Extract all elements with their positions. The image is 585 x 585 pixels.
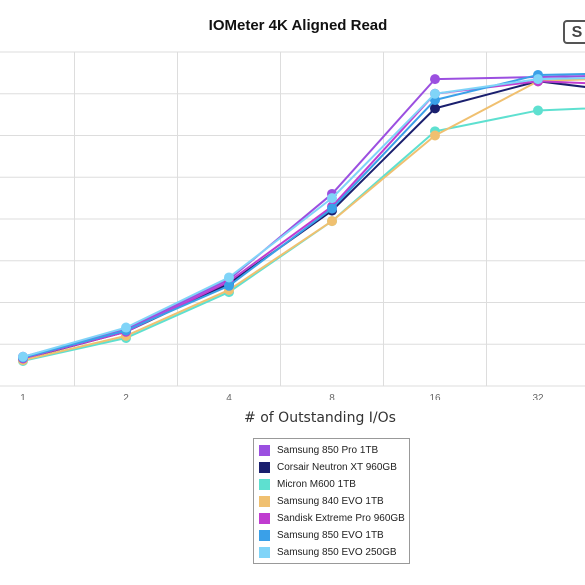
- legend-label: Sandisk Extreme Pro 960GB: [277, 513, 405, 524]
- data-point: [224, 280, 234, 291]
- legend-item: Sandisk Extreme Pro 960GB: [254, 510, 409, 527]
- legend-label: Samsung 850 Pro 1TB: [277, 445, 379, 456]
- data-point: [430, 130, 440, 141]
- x-tick-label: 4: [226, 393, 232, 400]
- data-point: [327, 216, 337, 227]
- legend-item: Samsung 850 EVO 250GB: [254, 544, 409, 561]
- data-point: [533, 74, 543, 85]
- data-point: [18, 351, 28, 362]
- series-line: [22, 73, 585, 359]
- data-point: [430, 88, 440, 99]
- legend-label: Samsung 840 EVO 1TB: [277, 496, 384, 507]
- data-point: [327, 203, 337, 214]
- legend: Samsung 850 Pro 1TB Corsair Neutron XT 96…: [253, 438, 410, 564]
- chart-title: IOMeter 4K Aligned Read: [208, 17, 388, 34]
- data-point: [430, 103, 440, 114]
- data-point: [327, 193, 337, 204]
- data-point: [430, 74, 440, 85]
- legend-swatch: [259, 513, 270, 524]
- legend-swatch: [259, 496, 270, 507]
- legend-label: Samsung 850 EVO 250GB: [277, 547, 397, 558]
- legend-item: Samsung 850 EVO 1TB: [254, 527, 409, 544]
- series-line: [22, 107, 585, 362]
- legend-label: Samsung 850 EVO 1TB: [277, 530, 384, 541]
- x-axis-label: # of Outstanding I/Os: [244, 410, 396, 426]
- legend-item: Micron M600 1TB: [254, 476, 409, 493]
- legend-item: Samsung 850 Pro 1TB: [254, 442, 409, 459]
- x-tick-label: 16: [429, 393, 441, 400]
- data-point: [533, 105, 543, 116]
- legend-item: Samsung 840 EVO 1TB: [254, 493, 409, 510]
- legend-swatch: [259, 530, 270, 541]
- x-tick-label: 2: [123, 393, 129, 400]
- legend-swatch: [259, 462, 270, 473]
- legend-swatch: [259, 479, 270, 490]
- data-point: [224, 272, 234, 283]
- line-chart: 1248163264: [0, 51, 585, 400]
- x-tick-label: 1: [20, 393, 26, 400]
- x-tick-label: 8: [329, 393, 335, 400]
- legend-label: Corsair Neutron XT 960GB: [277, 462, 397, 473]
- legend-item: Corsair Neutron XT 960GB: [254, 459, 409, 476]
- data-point: [121, 322, 131, 333]
- legend-swatch: [259, 445, 270, 456]
- x-tick-label: 32: [532, 393, 544, 400]
- legend-swatch: [259, 547, 270, 558]
- site-logo: S: [563, 20, 585, 44]
- legend-label: Micron M600 1TB: [277, 479, 356, 490]
